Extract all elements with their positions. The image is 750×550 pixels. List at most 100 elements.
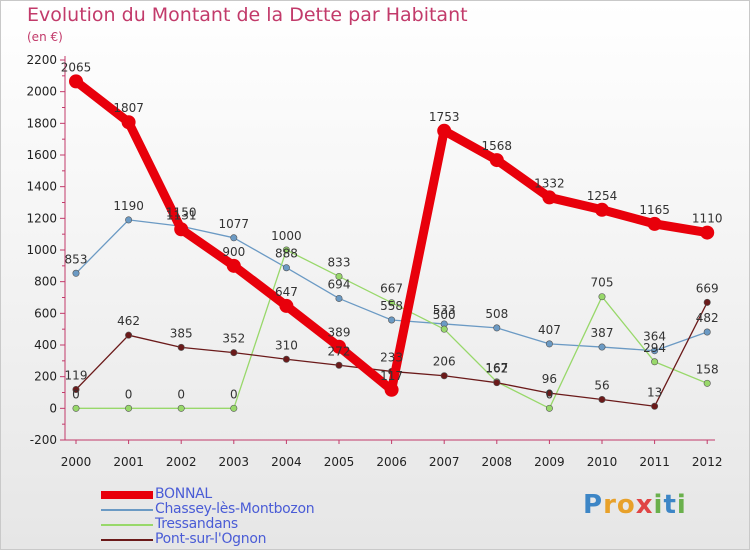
data-point	[595, 202, 609, 217]
data-point	[493, 324, 501, 332]
data-label: 2065	[61, 60, 92, 74]
data-label: 1190	[113, 199, 144, 213]
data-label: 900	[222, 245, 245, 259]
data-point	[384, 382, 399, 397]
data-point	[440, 325, 448, 333]
data-label: 647	[275, 285, 298, 299]
data-label: 117	[380, 369, 403, 383]
data-label: 669	[696, 281, 719, 295]
data-label: 0	[546, 387, 554, 401]
data-point	[125, 331, 133, 339]
data-label: 96	[542, 372, 557, 386]
data-point	[72, 269, 80, 277]
data-point	[489, 153, 504, 168]
data-point	[125, 216, 133, 224]
data-label: 508	[485, 307, 508, 321]
x-tick-label: 2010	[587, 455, 618, 469]
logo-letter: i	[653, 490, 664, 520]
data-point	[545, 389, 553, 397]
data-point	[651, 347, 659, 355]
legend-swatch	[101, 539, 153, 541]
logo-letter: i	[676, 490, 687, 520]
data-label: 233	[380, 350, 403, 364]
data-point	[226, 258, 241, 273]
data-point	[647, 216, 662, 231]
y-tick-label: 1200	[26, 211, 57, 225]
legend-swatch	[101, 524, 153, 526]
logo-letter: P	[583, 490, 604, 520]
data-label: 56	[594, 378, 609, 392]
y-tick-label: 200	[34, 370, 57, 384]
legend-label: Pont-sur-l'Ognon	[155, 531, 267, 547]
data-point	[177, 404, 185, 412]
x-tick-label: 2000	[61, 455, 92, 469]
data-label: 294	[643, 341, 666, 355]
data-point	[230, 234, 238, 242]
y-tick-label: -200	[30, 433, 57, 447]
data-label: 389	[328, 326, 351, 340]
data-point	[703, 328, 711, 336]
data-label: 0	[72, 387, 80, 401]
logo-letter: r	[603, 490, 617, 520]
data-label: 0	[177, 387, 185, 401]
legend-label: Tressandans	[155, 516, 238, 532]
data-label: 482	[696, 311, 719, 325]
data-label: 387	[591, 326, 614, 340]
data-label: 1332	[534, 176, 565, 190]
data-point	[388, 316, 396, 324]
x-tick-label: 2003	[219, 455, 250, 469]
data-label: 13	[647, 385, 662, 399]
data-point	[335, 361, 343, 369]
y-tick-label: 2200	[26, 53, 57, 67]
data-point	[230, 349, 238, 357]
data-label: 1150	[166, 205, 197, 219]
proxiti-logo: Proxiti	[583, 490, 687, 520]
data-label: 167	[485, 361, 508, 375]
data-point	[125, 404, 133, 412]
x-tick-label: 2002	[166, 455, 197, 469]
legend-swatch	[101, 509, 153, 511]
data-label: 352	[222, 332, 245, 346]
data-point	[493, 379, 501, 387]
y-tick-label: 0	[49, 401, 57, 415]
data-label: 1110	[692, 212, 723, 226]
x-tick-label: 2011	[639, 455, 670, 469]
x-tick-label: 2001	[113, 455, 144, 469]
data-point	[440, 372, 448, 380]
x-tick-label: 2005	[324, 455, 355, 469]
data-label: 853	[65, 252, 88, 266]
legend-label: Chassey-lès-Montbozon	[155, 501, 315, 517]
data-label: 1000	[271, 229, 302, 243]
y-tick-label: 600	[34, 306, 57, 320]
y-tick-label: 800	[34, 275, 57, 289]
data-point	[703, 298, 711, 306]
y-tick-label: 1600	[26, 148, 57, 162]
logo-letter: t	[663, 490, 677, 520]
x-tick-label: 2006	[376, 455, 407, 469]
data-point	[72, 385, 80, 393]
data-point	[335, 272, 343, 280]
x-tick-label: 2008	[482, 455, 513, 469]
data-label: 364	[643, 330, 666, 344]
data-point	[279, 298, 294, 313]
data-point	[598, 293, 606, 301]
data-point	[177, 343, 185, 351]
data-label: 272	[328, 344, 351, 358]
x-tick-label: 2007	[429, 455, 460, 469]
data-point	[282, 355, 290, 363]
data-label: 158	[696, 362, 719, 376]
data-label: 119	[65, 368, 88, 382]
series-line-0	[71, 76, 712, 395]
data-label: 1753	[429, 110, 460, 124]
data-label: 206	[433, 355, 456, 369]
data-label: 462	[117, 314, 140, 328]
data-label: 694	[328, 277, 351, 291]
data-point	[598, 395, 606, 403]
data-point	[335, 294, 343, 302]
data-point	[542, 190, 557, 205]
data-point	[174, 222, 189, 237]
data-label: 500	[433, 308, 456, 322]
x-tick-label: 2004	[271, 455, 302, 469]
data-point	[598, 343, 606, 351]
